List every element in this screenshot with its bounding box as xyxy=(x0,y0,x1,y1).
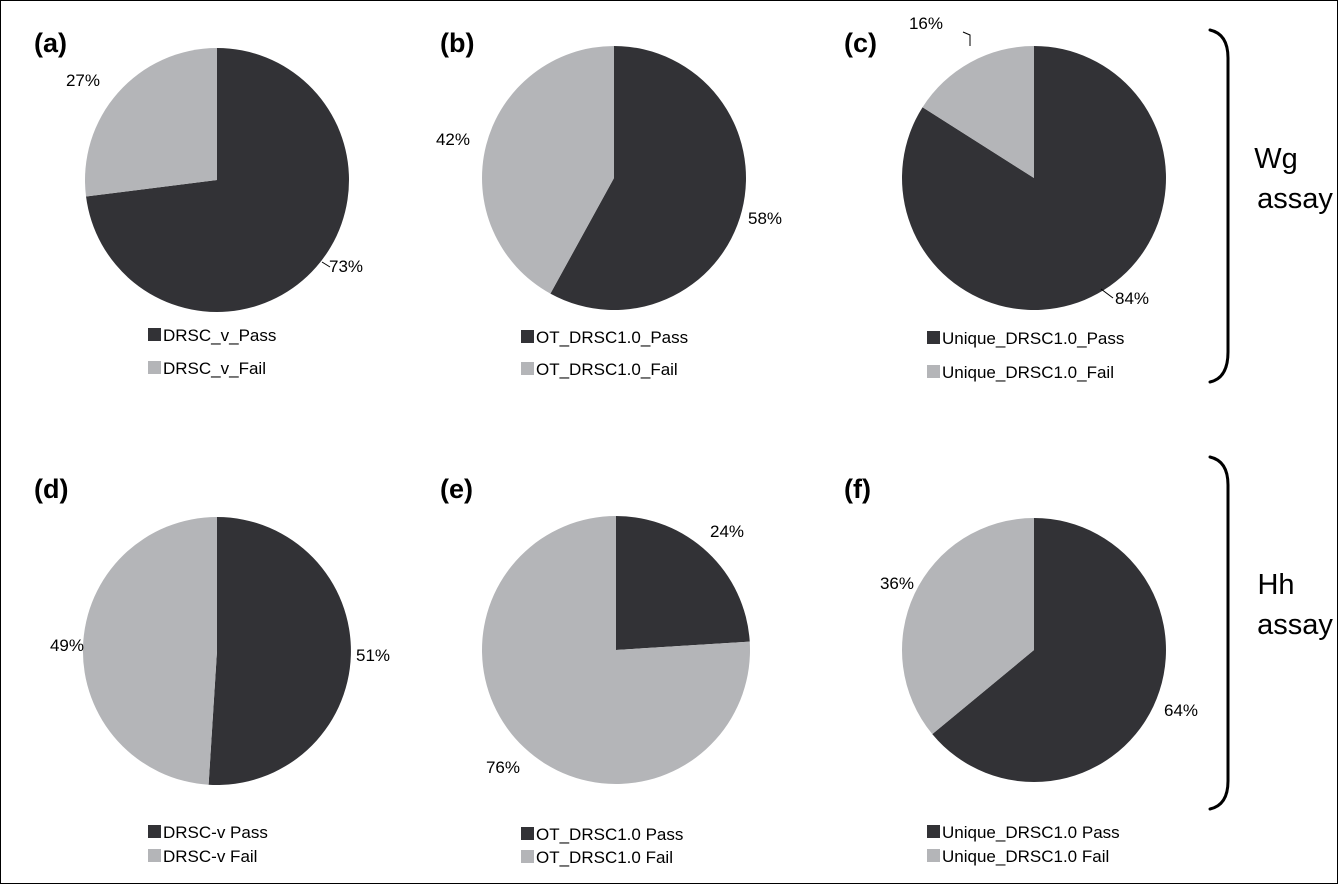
panel-d-letter: (d) xyxy=(34,474,68,504)
pie-slice-pass-b xyxy=(550,46,747,310)
pie-slice-fail-b xyxy=(482,46,614,294)
data-label-fail-e: 76% xyxy=(486,758,520,777)
leader-line-c-0 xyxy=(1100,288,1114,299)
legend-swatch-pass-d xyxy=(148,825,161,838)
panel-e-letter: (e) xyxy=(440,474,473,504)
legend-swatch-fail-e xyxy=(521,850,534,863)
hh-brace xyxy=(1208,455,1230,811)
panel-a: (a) 73% 27% DRSC_v_Pass DRSC_v_Fail xyxy=(34,28,363,378)
legend-entry-pass-f: Unique_DRSC1.0 Pass xyxy=(942,823,1120,842)
hh-assay-label-line2: assay xyxy=(1257,609,1333,641)
legend-swatch-pass-a xyxy=(148,328,161,341)
data-label-fail-d: 49% xyxy=(50,636,84,655)
legend-swatch-fail-f xyxy=(927,849,940,862)
pie-slice-fail-a xyxy=(84,48,217,197)
legend-swatch-pass-c xyxy=(927,331,940,344)
data-label-pass-e: 24% xyxy=(710,522,744,541)
panel-e: (e) 24% 76% OT_DRSC1.0 Pass OT_DRSC1.0 Fail xyxy=(440,474,751,867)
data-label-pass-a: 73% xyxy=(329,257,363,276)
legend-entry-fail-f: Unique_DRSC1.0 Fail xyxy=(942,847,1109,866)
legend-swatch-pass-f xyxy=(927,825,940,838)
hh-assay-label-line1: Hh xyxy=(1257,569,1294,601)
legend-entry-pass-d: DRSC-v Pass xyxy=(163,823,268,842)
data-label-pass-d: 51% xyxy=(356,646,390,665)
panel-b: (b) 58% 42% OT_DRSC1.0_Pass OT_DRSC1.0_Fail xyxy=(436,28,782,379)
pie-slice-fail-d xyxy=(82,517,218,785)
wg-assay-label-line2: assay xyxy=(1257,183,1333,215)
legend-entry-pass-b: OT_DRSC1.0_Pass xyxy=(536,328,688,347)
data-label-pass-f: 64% xyxy=(1164,701,1198,720)
legend-entry-pass-a: DRSC_v_Pass xyxy=(163,326,276,345)
pie-slice-pass-d xyxy=(208,517,351,785)
pie-slice-fail-f xyxy=(901,518,1034,735)
legend-swatch-fail-c xyxy=(927,365,940,378)
legend-entry-fail-b: OT_DRSC1.0_Fail xyxy=(536,360,678,379)
legend-swatch-pass-b xyxy=(521,330,534,343)
panel-a-letter: (a) xyxy=(34,28,67,58)
panel-c-letter: (c) xyxy=(844,28,877,58)
panel-d: (d) 51% 49% DRSC-v Pass DRSC-v Fail xyxy=(34,474,390,866)
legend-entry-fail-e: OT_DRSC1.0 Fail xyxy=(536,848,673,867)
panel-f-letter: (f) xyxy=(844,474,871,504)
legend-swatch-pass-e xyxy=(521,827,534,840)
data-label-pass-c: 84% xyxy=(1115,289,1149,308)
data-label-fail-f: 36% xyxy=(880,574,914,593)
pie-slice-fail-e xyxy=(482,516,751,784)
pie-slice-fail-c xyxy=(922,46,1034,178)
legend-swatch-fail-b xyxy=(521,362,534,375)
panel-b-letter: (b) xyxy=(440,28,474,58)
pie-slice-pass-f xyxy=(932,518,1166,782)
leader-line-c-1 xyxy=(962,31,971,46)
legend-entry-fail-c: Unique_DRSC1.0_Fail xyxy=(942,363,1114,382)
wg-assay-label-line1: Wg xyxy=(1254,143,1298,175)
pie-slice-pass-c xyxy=(902,45,1167,310)
legend-entry-fail-d: DRSC-v Fail xyxy=(163,847,257,866)
pie-slice-pass-a xyxy=(86,48,349,312)
leader-line-a-0 xyxy=(321,261,331,268)
legend-entry-pass-c: Unique_DRSC1.0_Pass xyxy=(942,329,1124,348)
legend-swatch-fail-a xyxy=(148,361,161,374)
panel-c: (c) 84% 16% Unique_DRSC1.0_Pass Unique_DRSC1… xyxy=(844,14,1167,382)
data-label-fail-c: 16% xyxy=(909,14,943,33)
legend-swatch-fail-d xyxy=(148,849,161,862)
legend-entry-pass-e: OT_DRSC1.0 Pass xyxy=(536,825,683,844)
legend-entry-fail-a: DRSC_v_Fail xyxy=(163,359,266,378)
pie-slice-pass-e xyxy=(616,516,750,650)
data-label-fail-b: 42% xyxy=(436,130,470,149)
wg-brace xyxy=(1208,28,1230,384)
data-label-pass-b: 58% xyxy=(748,209,782,228)
data-label-fail-a: 27% xyxy=(66,71,100,90)
panel-f: (f) 64% 36% Unique_DRSC1.0 Pass Unique_DRSC1… xyxy=(844,474,1198,866)
